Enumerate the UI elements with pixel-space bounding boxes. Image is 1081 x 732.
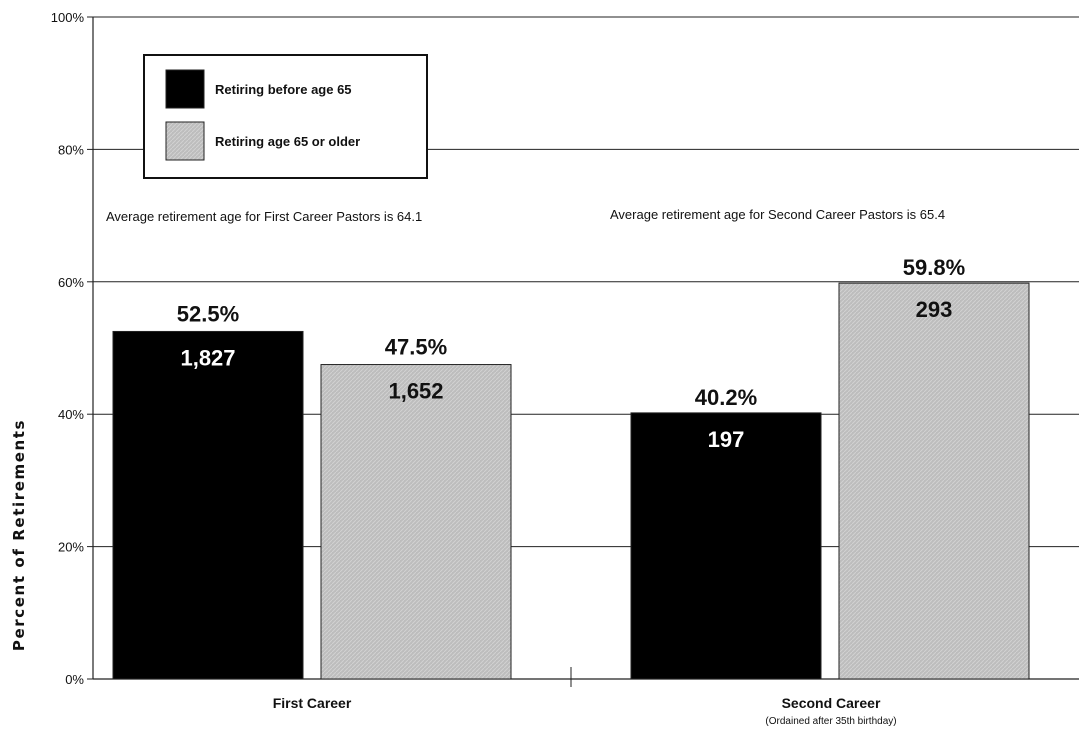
x-category-label: First Career — [273, 695, 352, 711]
y-axis-title: Percent of Retirements — [10, 419, 28, 651]
legend-swatch — [165, 121, 205, 161]
bar — [630, 412, 822, 680]
bar-count-label: 197 — [708, 427, 745, 452]
annotation-first-career: Average retirement age for First Career … — [106, 209, 422, 224]
legend-swatch — [165, 69, 205, 109]
y-tick-label: 100% — [51, 10, 85, 25]
legend-label: Retiring before age 65 — [215, 82, 352, 97]
bar-percent-label: 40.2% — [695, 385, 757, 410]
bar — [112, 330, 304, 680]
x-category-sublabel: (Ordained after 35th birthday) — [765, 716, 896, 727]
y-tick-label: 60% — [58, 275, 84, 290]
bar-count-label: 1,652 — [388, 379, 443, 404]
bar-percent-label: 47.5% — [385, 335, 447, 360]
x-category-label: Second Career — [782, 695, 881, 711]
bar — [320, 364, 512, 680]
y-tick-label: 20% — [58, 540, 84, 555]
y-tick-label: 0% — [65, 672, 84, 687]
legend-label: Retiring age 65 or older — [215, 134, 360, 149]
annotation-second-career: Average retirement age for Second Career… — [610, 207, 945, 222]
bar-count-label: 293 — [916, 297, 953, 322]
bar-percent-label: 59.8% — [903, 255, 965, 280]
bar — [838, 282, 1030, 680]
y-tick-label: 80% — [58, 142, 84, 157]
bar-count-label: 1,827 — [180, 345, 235, 370]
y-tick-label: 40% — [58, 407, 84, 422]
bar-percent-label: 52.5% — [177, 301, 239, 326]
